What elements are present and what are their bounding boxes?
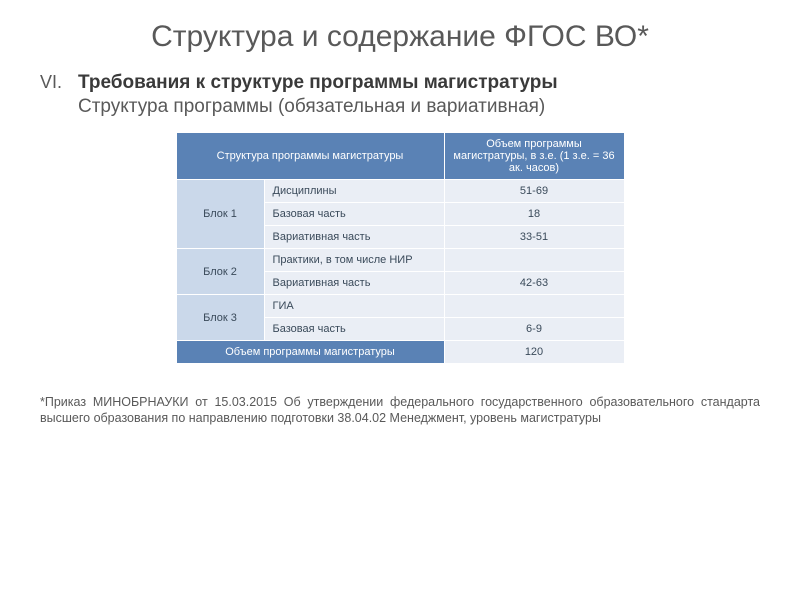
row-label: Дисциплины	[264, 180, 444, 203]
row-value: 42-63	[444, 272, 624, 295]
section-heading: Требования к структуре программы магистр…	[78, 72, 558, 94]
section-subheading: Структура программы (обязательная и вари…	[78, 96, 760, 118]
block-2-cell: Блок 2	[176, 249, 264, 295]
row-label: Практики, в том числе НИР	[264, 249, 444, 272]
row-label: Базовая часть	[264, 203, 444, 226]
row-value	[444, 249, 624, 272]
structure-table: Структура программы магистратуры Объем п…	[176, 132, 625, 364]
block-1-cell: Блок 1	[176, 180, 264, 249]
total-value: 120	[444, 341, 624, 364]
section-heading-row: VI. Требования к структуре программы маг…	[40, 72, 760, 94]
footnote: *Приказ МИНОБРНАУКИ от 15.03.2015 Об утв…	[40, 394, 760, 427]
block-3-cell: Блок 3	[176, 295, 264, 341]
row-value	[444, 295, 624, 318]
row-label: ГИА	[264, 295, 444, 318]
table-total-row: Объем программы магистратуры 120	[176, 341, 624, 364]
table-row: Блок 1 Дисциплины 51-69	[176, 180, 624, 203]
header-volume: Объем программы магистратуры, в з.е. (1 …	[444, 133, 624, 180]
total-label: Объем программы магистратуры	[176, 341, 444, 364]
header-structure: Структура программы магистратуры	[176, 133, 444, 180]
table-row: Блок 2 Практики, в том числе НИР	[176, 249, 624, 272]
row-label: Вариативная часть	[264, 272, 444, 295]
table-header-row: Структура программы магистратуры Объем п…	[176, 133, 624, 180]
row-label: Вариативная часть	[264, 226, 444, 249]
row-value: 33-51	[444, 226, 624, 249]
row-value: 6-9	[444, 318, 624, 341]
page-title: Структура и содержание ФГОС ВО*	[40, 20, 760, 54]
row-value: 18	[444, 203, 624, 226]
section-numeral: VI.	[40, 72, 64, 93]
row-label: Базовая часть	[264, 318, 444, 341]
table-row: Блок 3 ГИА	[176, 295, 624, 318]
row-value: 51-69	[444, 180, 624, 203]
